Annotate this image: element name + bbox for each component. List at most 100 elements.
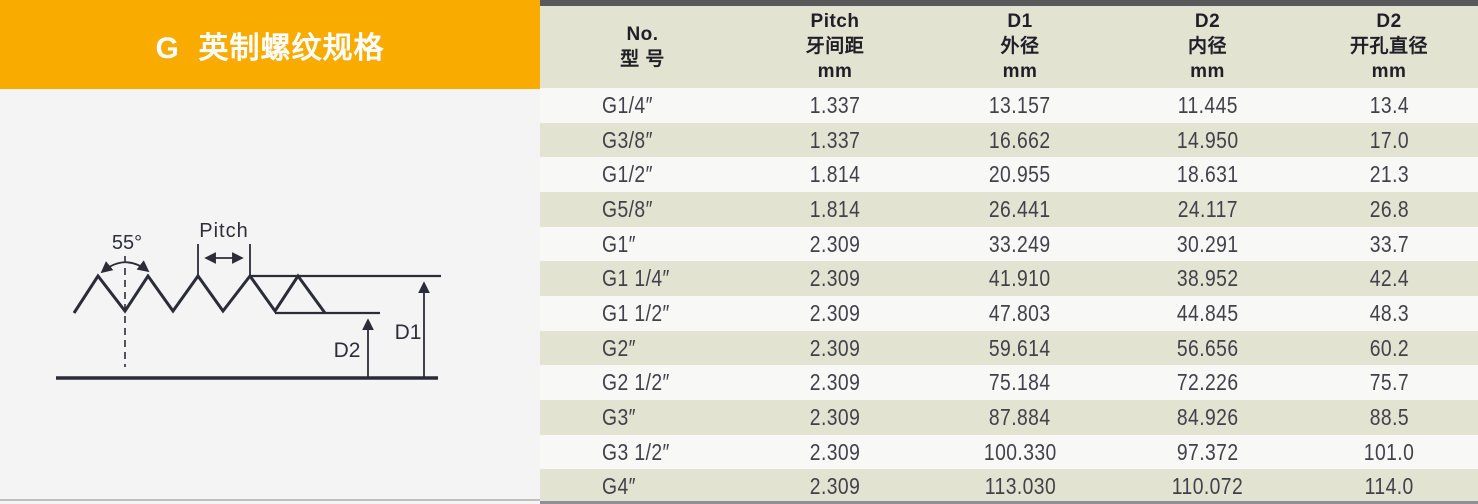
cell-value-d1_od: 41.910 (989, 265, 1051, 292)
cell-value-d2_id: 72.226 (1176, 369, 1239, 396)
cell-value-d2_bore: 60.2 (1369, 334, 1409, 361)
cell-value-pitch: 2.309 (809, 334, 861, 361)
column-header-text: 型 号 (620, 48, 665, 70)
cell-value-d1_od: 100.330 (983, 438, 1057, 465)
cell-value-d1_od: 16.662 (989, 126, 1051, 153)
left-panel-bottom-divider (0, 499, 540, 501)
cell-d1_od: 75.184 (925, 365, 1115, 400)
cell-value-pitch: 2.309 (809, 403, 861, 430)
cell-value-d2_id: 38.952 (1176, 265, 1239, 292)
cell-pitch: 2.309 (745, 331, 925, 366)
cell-d2_bore: 33.7 (1300, 227, 1478, 262)
cell-value-d2_bore: 17.0 (1369, 126, 1409, 153)
cell-value-d2_id: 14.950 (1176, 126, 1239, 153)
cell-value-d2_id: 11.445 (1177, 91, 1238, 118)
cell-value-d2_id: 18.631 (1176, 161, 1239, 188)
cell-value-d1_od: 75.184 (989, 369, 1051, 396)
column-header-text: mm (1190, 61, 1225, 82)
table-row: G1 1/4″ 2.309 41.910 38.952 42.4 (540, 261, 1478, 297)
cell-pitch: 1.814 (745, 192, 925, 227)
column-header-text: D2 (1194, 11, 1221, 32)
column-header-2: D1 外径 mm (925, 6, 1115, 88)
cell-model: G5/8″ (540, 192, 745, 227)
cell-pitch: 2.309 (745, 365, 925, 400)
cell-value-model: G2 1/2″ (602, 369, 670, 396)
cell-value-model: G3 1/2″ (602, 438, 670, 465)
table-header: No. 型 号 Pitch 牙间距 mm D1 外径 mm D2 内径 mm D2 开孔直径 mm (540, 0, 1478, 88)
cell-d2_id: 24.117 (1115, 192, 1300, 227)
column-header-text: mm (817, 61, 853, 82)
cell-value-pitch: 2.309 (809, 369, 861, 396)
cell-d2_id: 44.845 (1115, 296, 1300, 331)
cell-value-d2_bore: 26.8 (1369, 195, 1409, 222)
cell-d2_id: 97.372 (1115, 435, 1300, 470)
cell-model: G1/4″ (540, 88, 745, 123)
cell-value-d1_od: 113.030 (984, 473, 1056, 500)
cell-pitch: 2.309 (745, 227, 925, 262)
cell-d1_od: 20.955 (925, 157, 1115, 192)
cell-d2_bore: 42.4 (1300, 261, 1478, 296)
cell-value-pitch: 2.309 (809, 230, 861, 257)
cell-value-d2_bore: 42.4 (1369, 265, 1409, 292)
cell-pitch: 2.309 (745, 261, 925, 296)
column-header-text: D2 (1376, 11, 1402, 32)
table-row: G3/8″ 1.337 16.662 14.950 17.0 (540, 122, 1478, 158)
cell-d2_id: 30.291 (1115, 227, 1300, 262)
cell-d2_id: 11.445 (1115, 88, 1300, 123)
d2-label: D2 (334, 339, 361, 362)
cell-model: G1″ (540, 227, 745, 262)
cell-value-model: G3″ (602, 403, 636, 430)
cell-value-model: G1/2″ (602, 161, 653, 188)
cell-value-model: G1 1/2″ (602, 299, 670, 326)
cell-pitch: 2.309 (745, 400, 925, 435)
cell-d2_id: 110.072 (1115, 469, 1300, 504)
cell-value-d2_bore: 48.3 (1369, 299, 1409, 326)
column-header-4: D2 开孔直径 mm (1300, 6, 1478, 88)
cell-value-d1_od: 20.955 (989, 161, 1051, 188)
table-row: G5/8″ 1.814 26.441 24.117 26.8 (540, 192, 1478, 227)
table-body: G1/4″ 1.337 13.157 11.445 13.4 G3/8″ 1.337 16.6… (540, 88, 1478, 504)
cell-d1_od: 87.884 (925, 400, 1115, 435)
table-row: G1 1/2″ 2.309 47.803 44.845 48.3 (540, 296, 1478, 331)
cell-value-d1_od: 13.157 (989, 91, 1051, 118)
column-header-text: 外径 (1000, 36, 1040, 57)
cell-value-pitch: 1.337 (809, 126, 861, 153)
cell-d1_od: 100.330 (925, 435, 1115, 470)
cell-value-pitch: 1.814 (809, 161, 861, 188)
cell-model: G2 1/2″ (540, 365, 745, 400)
cell-value-pitch: 1.814 (809, 195, 861, 222)
cell-d1_od: 113.030 (925, 469, 1115, 504)
cell-value-d2_id: 24.117 (1177, 195, 1238, 222)
cell-d1_od: 47.803 (925, 296, 1115, 331)
cell-model: G3 1/2″ (540, 435, 745, 470)
table-row: G3″ 2.309 87.884 84.926 88.5 (540, 400, 1478, 435)
cell-model: G2″ (540, 331, 745, 366)
pitch-label: Pitch (199, 220, 248, 242)
table-row: G2 1/2″ 2.309 75.184 72.226 75.7 (540, 365, 1478, 401)
cell-d2_id: 84.926 (1115, 400, 1300, 435)
cell-value-d2_bore: 101.0 (1363, 438, 1415, 465)
cell-d2_id: 38.952 (1115, 261, 1300, 296)
cell-pitch: 1.337 (745, 123, 925, 158)
cell-value-d2_bore: 13.4 (1369, 91, 1409, 118)
cell-d2_bore: 26.8 (1300, 192, 1478, 227)
cell-value-pitch: 2.309 (809, 299, 861, 326)
cell-d2_bore: 75.7 (1300, 365, 1478, 400)
cell-value-model: G5/8″ (602, 195, 653, 222)
table-row: G1″ 2.309 33.249 30.291 33.7 (540, 226, 1478, 262)
left-panel: G 英制螺纹规格 55° Pi (0, 0, 540, 504)
cell-d1_od: 41.910 (925, 261, 1115, 296)
cell-value-d1_od: 26.441 (989, 195, 1051, 222)
cell-d2_bore: 48.3 (1300, 296, 1478, 331)
table-bottom-divider (540, 501, 1478, 504)
cell-value-model: G1/4″ (602, 91, 653, 118)
cell-value-pitch: 1.337 (809, 91, 861, 118)
angle-arc (100, 260, 150, 274)
cell-value-d2_bore: 33.7 (1369, 230, 1409, 257)
column-header-0: No. 型 号 (540, 6, 745, 88)
cell-d2_bore: 88.5 (1300, 400, 1478, 435)
column-header-3: D2 内径 mm (1115, 6, 1300, 88)
cell-d2_id: 18.631 (1115, 157, 1300, 192)
cell-d2_bore: 17.0 (1300, 123, 1478, 158)
cell-value-d2_id: 56.656 (1176, 334, 1239, 361)
